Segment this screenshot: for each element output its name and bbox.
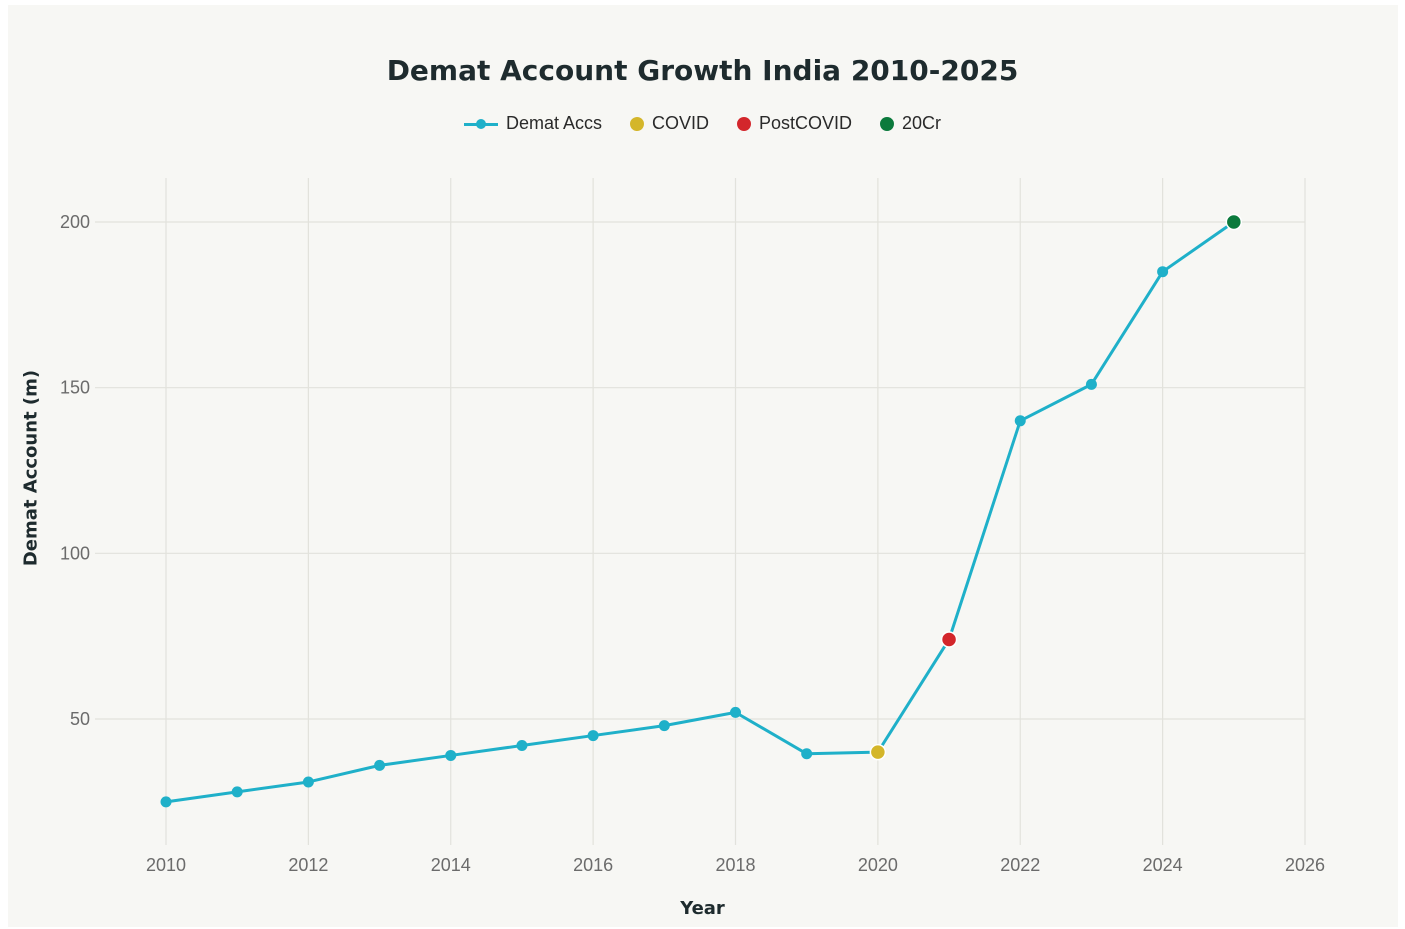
- data-point-demat-accs: [231, 786, 243, 798]
- series-line-demat-accs: [165, 220, 1235, 804]
- data-point-demat-accs: [516, 740, 528, 752]
- x-axis-label: Year: [680, 898, 725, 919]
- y-tick-label: 100: [60, 543, 90, 563]
- data-point-demat-accs: [730, 706, 741, 718]
- legend-label: Demat Accs: [505, 113, 602, 133]
- data-point-demat-accs: [160, 796, 172, 808]
- legend-label: PostCOVID: [759, 113, 853, 133]
- data-point-demat-accs: [445, 749, 457, 761]
- legend-dot-icon: [880, 116, 895, 131]
- y-axis-label: Demat Account (m): [20, 369, 42, 567]
- data-point-demat-accs: [587, 730, 599, 742]
- legend-line-marker-icon: [463, 117, 498, 131]
- legend-item-demat-accs[interactable]: Demat Accs: [463, 113, 602, 134]
- legend-item-20cr[interactable]: 20Cr: [872, 113, 941, 134]
- data-point-20cr: [1225, 213, 1243, 231]
- data-point-demat-accs: [801, 748, 813, 760]
- legend-item-covid[interactable]: COVID: [622, 113, 709, 134]
- x-tick-label: 2026: [1285, 855, 1325, 875]
- x-tick-label: 2010: [146, 855, 186, 875]
- data-point-demat-accs: [302, 776, 314, 788]
- x-tick-label: 2018: [715, 855, 755, 875]
- legend-item-postcovid[interactable]: PostCOVID: [729, 113, 852, 134]
- y-tick-label: 150: [60, 378, 90, 398]
- data-point-demat-accs: [658, 720, 670, 732]
- legend-dot-icon: [737, 116, 751, 131]
- legend-label: 20Cr: [902, 113, 942, 133]
- data-point-demat-accs: [1157, 266, 1169, 278]
- y-tick-label: 200: [60, 212, 90, 232]
- x-tick-label: 2016: [573, 855, 613, 875]
- data-point-demat-accs: [1085, 378, 1097, 390]
- data-point-demat-accs: [374, 759, 386, 771]
- chart-title: Demat Account Growth India 2010-2025: [386, 54, 1019, 87]
- x-tick-label: 2024: [1143, 855, 1183, 875]
- data-point-demat-accs: [1014, 415, 1026, 427]
- data-point-covid: [869, 743, 887, 761]
- x-tick-label: 2014: [431, 855, 471, 875]
- legend-dot-icon: [629, 116, 644, 131]
- x-tick-label: 2020: [858, 855, 898, 875]
- data-point-postcovid: [940, 631, 958, 648]
- x-tick-label: 2012: [288, 855, 328, 875]
- legend: Demat Accs COVID PostCOVID 20Cr: [0, 113, 1405, 134]
- y-tick-label: 50: [70, 709, 90, 729]
- legend-label: COVID: [651, 113, 709, 133]
- chart-card: [8, 5, 1398, 927]
- x-tick-label: 2022: [1000, 855, 1040, 875]
